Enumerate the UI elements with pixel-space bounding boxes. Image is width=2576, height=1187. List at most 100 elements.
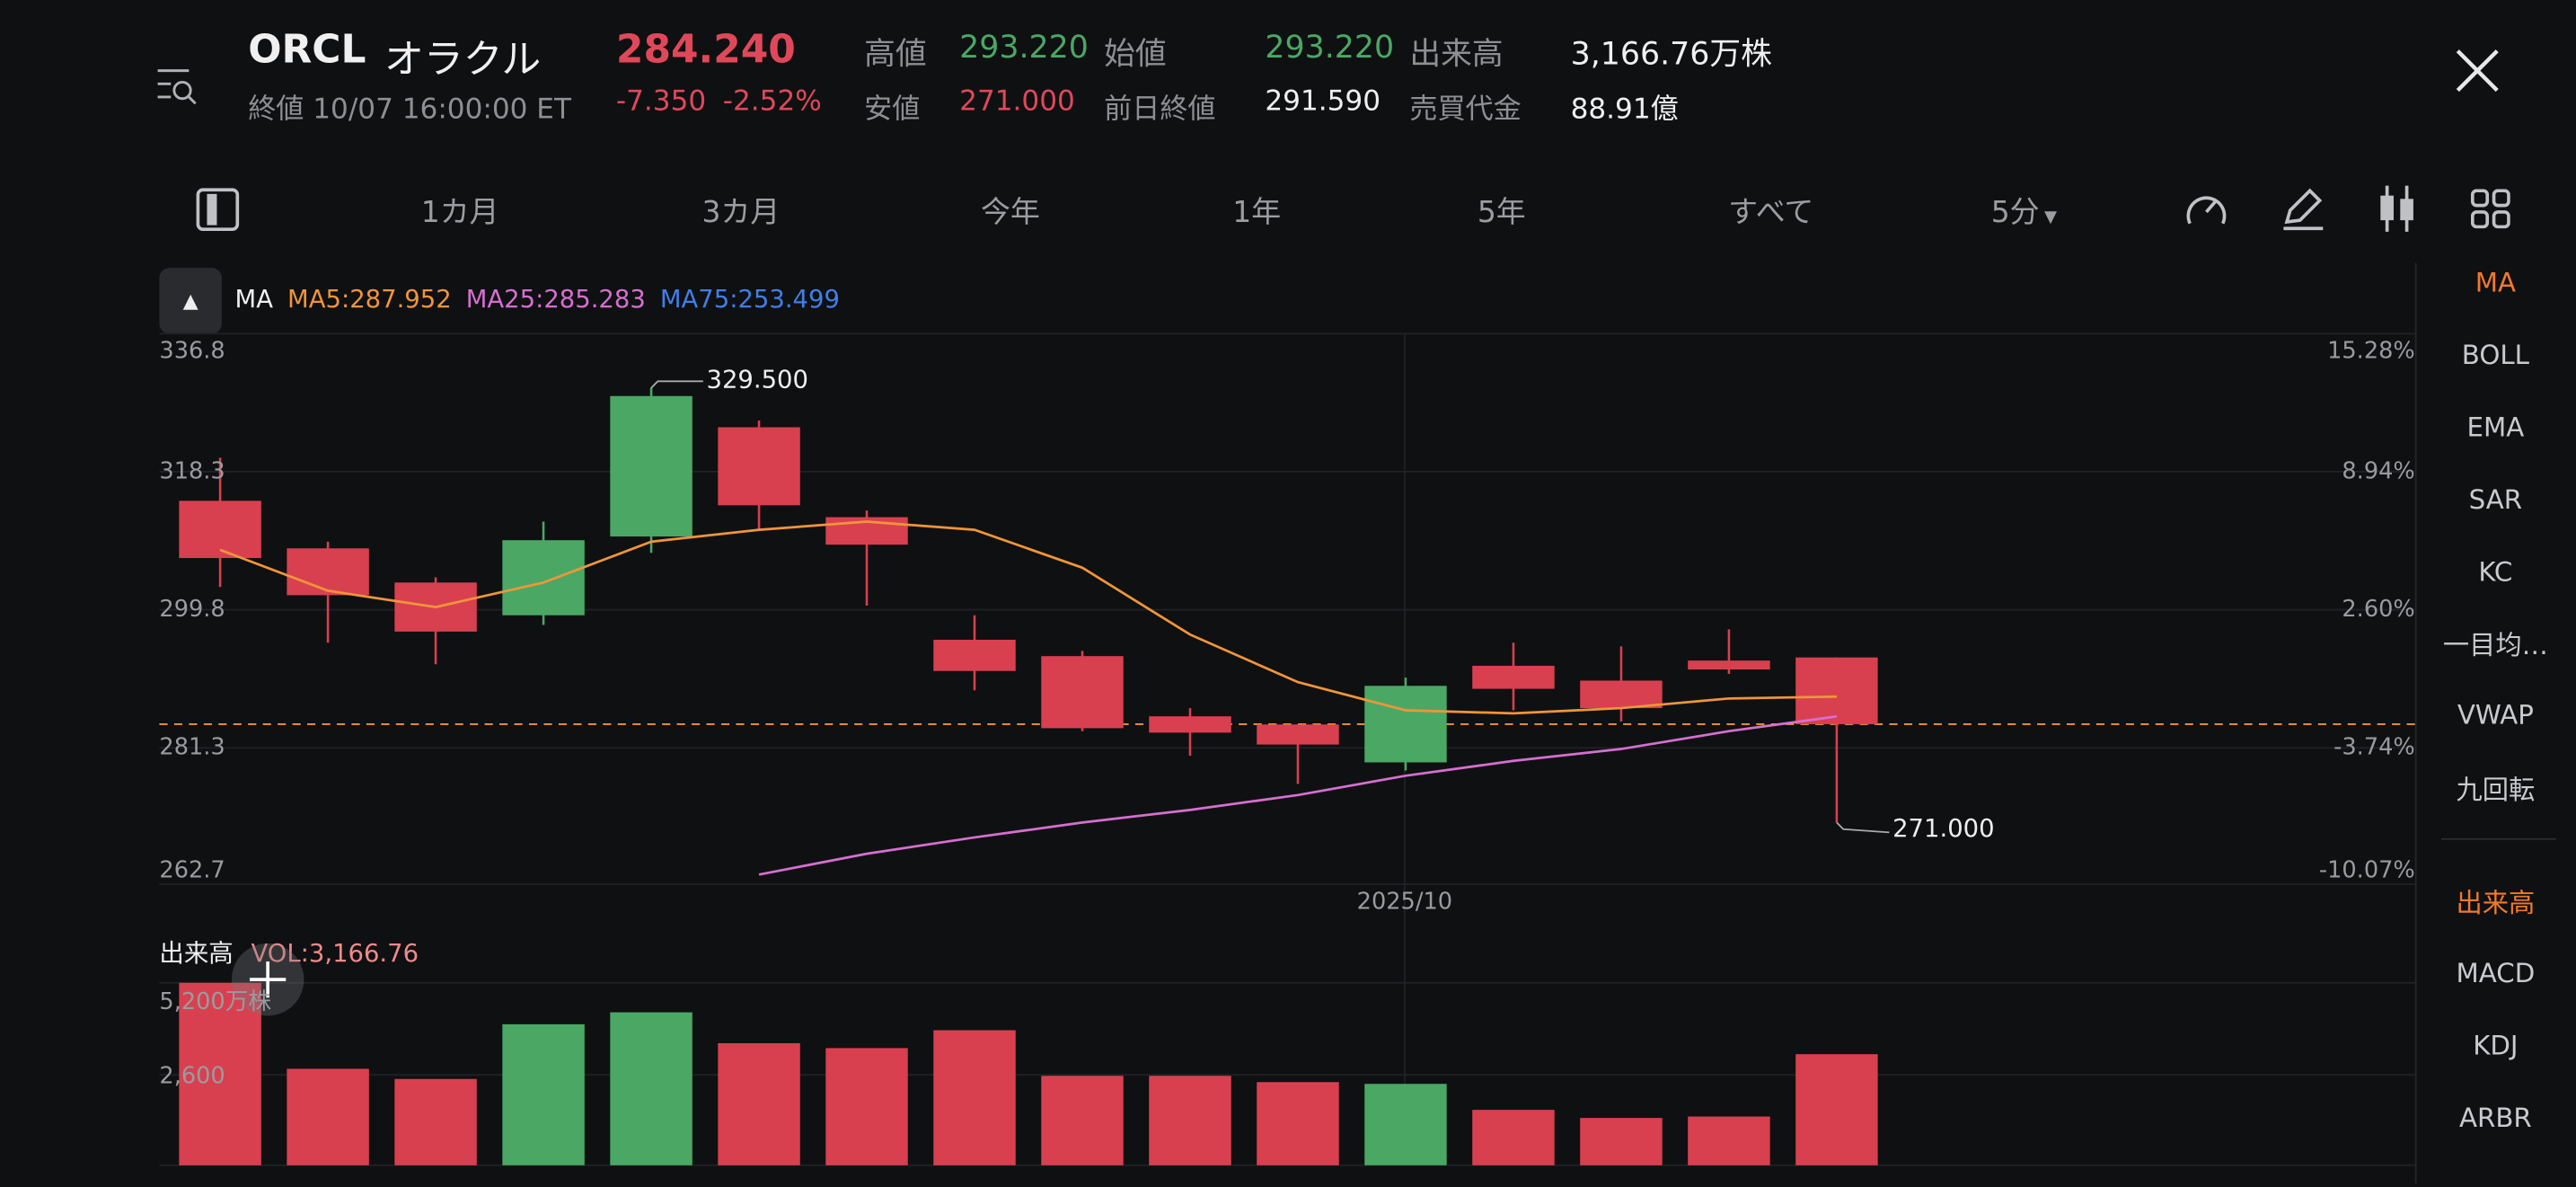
volume-bar [287,1068,369,1165]
indicator-main-3[interactable]: SAR [2468,483,2523,516]
low-marker-label: 271.000 [1892,814,1995,845]
grid-menu-icon[interactable] [2470,189,2510,235]
pct-tick-label: 15.28% [2327,338,2415,366]
volume-legend: 出来高 VOL:3,166.76 [159,935,419,970]
volume-bar [718,1042,800,1165]
volume-tick-label: 2,600 [159,1063,225,1090]
candle-body [1472,665,1555,689]
volume-legend-value: VOL:3,166.76 [251,938,419,969]
candle-body [1580,680,1663,709]
crosshair-cursor-icon[interactable] [231,943,304,1016]
high-label: 高値 [864,36,927,73]
volume-bar [1472,1110,1555,1165]
volume-bar [179,982,261,1165]
indicator-sub-0[interactable]: 出来高 [2456,887,2536,919]
candle-body [1795,657,1878,724]
indicator-main-5[interactable]: 一目均… [2442,629,2548,661]
menu-search-icon[interactable] [156,66,199,105]
volume-bar [1580,1118,1663,1165]
volume-bar [933,1030,1016,1165]
candle-body [1257,724,1339,745]
symbol: ORCL [248,26,366,73]
candle-body [287,548,369,596]
date-tick-label: 2025/10 [1356,889,1453,916]
candlestick-type-icon[interactable] [2376,184,2419,240]
pct-tick-label: 8.94% [2342,458,2415,485]
tab-ytd[interactable]: 今年 [980,195,1040,231]
volume-tick-label: 5,200万株 [159,989,271,1016]
tab-5-years[interactable]: 5年 [1477,195,1526,231]
interval-value: 5分 [1990,195,2040,231]
ma5-value: MA5:287.952 [287,284,452,314]
price-tick-label: 299.8 [159,596,225,624]
candle-body [1149,716,1231,733]
candle-body [1688,660,1770,670]
sidebar-divider [2414,262,2417,1183]
open-label: 始値 [1104,36,1167,73]
indicator-main-7[interactable]: 九回転 [2456,774,2536,806]
interval-dropdown[interactable]: 5分 ▼ [1991,189,2057,232]
volume-bar [394,1078,477,1165]
turnover-label: 売買代金 [1409,93,1522,127]
indicator-main-6[interactable]: VWAP [2457,699,2534,731]
indicator-sub-2[interactable]: KDJ [2473,1029,2519,1061]
last-price: 284.240 [615,26,796,73]
low-value: 271.000 [959,85,1075,119]
candle-body [718,427,800,506]
volume-bar [1688,1116,1770,1165]
volume-bar [825,1048,908,1165]
indicator-main-0[interactable]: MA [2475,267,2517,298]
candle-body [502,540,585,616]
volume-value: 3,166.76万株 [1570,36,1772,73]
draw-pen-icon[interactable] [2280,186,2326,239]
candle-body [1364,686,1447,763]
volume-bar [1041,1076,1124,1165]
volume-label: 出来高 [1409,36,1504,73]
ma75-value: MA75:253.499 [659,284,840,314]
price-change: -7.350 [615,85,707,119]
triangle-up-icon: ▲ [182,288,198,313]
indicator-sub-1[interactable]: MACD [2456,957,2536,989]
high-marker-label: 329.500 [706,365,808,394]
candle-body [179,500,261,559]
volume-legend-label: 出来高 [159,938,234,969]
ma-label: MA [234,284,273,314]
market-status: 終値 10/07 16:00:00 ET [248,93,571,127]
volume-bar [1257,1082,1339,1165]
ma25-line [758,714,1838,876]
speedometer-icon[interactable] [2183,188,2229,237]
tab-1-year[interactable]: 1年 [1232,195,1282,231]
price-tick-label: 281.3 [159,734,225,761]
price-change-pct: -2.52% [722,85,822,119]
volume-bar [502,1023,585,1165]
prev-close-value: 291.590 [1265,85,1381,119]
layout-panel-icon[interactable] [196,188,240,239]
pct-tick-label: 2.60% [2342,596,2415,624]
indicator-sub-3[interactable]: ARBR [2458,1102,2532,1134]
price-tick-label: 262.7 [159,857,225,885]
indicator-main-4[interactable]: KC [2478,556,2513,588]
indicator-main-2[interactable]: EMA [2466,412,2525,443]
indicator-main-1[interactable]: BOLL [2461,339,2529,371]
pct-tick-label: -3.74% [2333,734,2415,761]
low-marker-leader [1836,821,1890,834]
ma-legend: MA MA5:287.952 MA25:285.283 MA75:253.499 [235,284,840,314]
high-marker-leader [650,380,703,389]
pct-tick-label: -10.07% [2318,857,2415,885]
ma25-value: MA25:285.283 [465,284,646,314]
tab-all[interactable]: すべて [1728,195,1814,231]
volume-bar [610,1012,693,1165]
low-label: 安値 [864,93,921,127]
price-tick-label: 336.8 [159,338,225,366]
collapse-indicator-button[interactable]: ▲ [159,268,222,334]
tab-3-months[interactable]: 3カ月 [701,195,781,231]
close-icon[interactable] [2455,48,2501,101]
candle-body [610,395,693,537]
turnover-value: 88.91億 [1570,93,1679,127]
candle-body [1041,656,1124,729]
volume-bar [1149,1076,1231,1165]
tab-1-month[interactable]: 1カ月 [420,195,499,231]
volume-bar [1795,1054,1878,1165]
